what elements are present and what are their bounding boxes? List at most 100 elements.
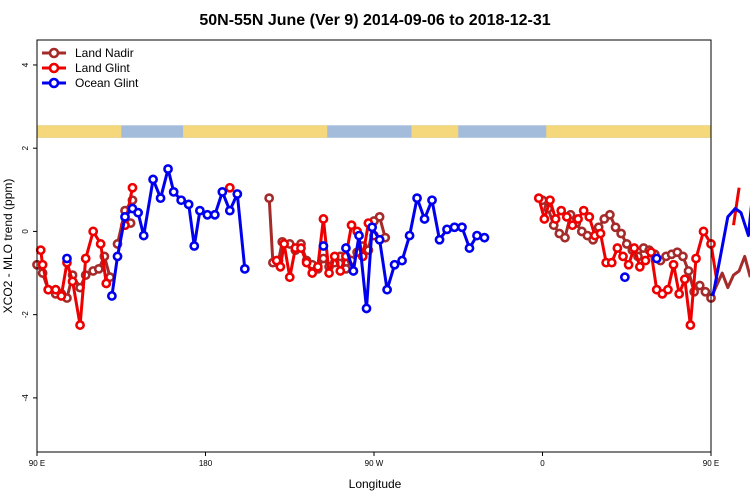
series-ocean-glint bbox=[62, 164, 750, 314]
data-point bbox=[610, 222, 621, 233]
data-point bbox=[567, 220, 578, 231]
data-point bbox=[678, 251, 688, 262]
data-point bbox=[95, 239, 106, 249]
legend-item: Ocean Glint bbox=[42, 76, 139, 90]
data-point bbox=[329, 251, 340, 262]
data-point bbox=[284, 272, 295, 283]
data-point bbox=[434, 234, 445, 245]
data-point bbox=[612, 243, 623, 253]
data-point bbox=[550, 214, 561, 224]
data-point bbox=[112, 251, 123, 262]
data-point bbox=[239, 263, 250, 274]
land-band-segment bbox=[183, 125, 328, 138]
data-point bbox=[224, 205, 235, 216]
data-point bbox=[35, 245, 46, 256]
data-point bbox=[264, 193, 275, 204]
y-axis: -4 -2 0 2 4 bbox=[21, 62, 37, 401]
data-point bbox=[561, 211, 572, 222]
y-tick-label: 4 bbox=[21, 62, 30, 67]
data-point bbox=[472, 230, 482, 241]
data-point bbox=[101, 278, 112, 289]
data-point bbox=[685, 320, 696, 330]
y-tick-label: -4 bbox=[21, 394, 30, 402]
data-point bbox=[634, 261, 645, 272]
data-point bbox=[442, 224, 452, 235]
data-point bbox=[623, 259, 634, 270]
series-land-glint bbox=[35, 182, 741, 330]
data-point bbox=[605, 209, 615, 220]
data-point bbox=[296, 243, 306, 253]
data-point bbox=[279, 239, 290, 249]
series-line bbox=[711, 204, 750, 297]
data-point bbox=[224, 182, 235, 193]
data-point bbox=[232, 189, 243, 199]
data-point bbox=[545, 195, 555, 206]
data-point bbox=[50, 284, 61, 295]
data-point bbox=[202, 209, 213, 220]
legend-marker bbox=[48, 77, 60, 89]
data-point bbox=[616, 228, 627, 239]
x-axis: 90 E 180 90 W 0 90 E bbox=[29, 452, 719, 468]
data-point bbox=[367, 222, 378, 233]
x-tick-label: 180 bbox=[199, 459, 213, 468]
data-point bbox=[341, 243, 351, 253]
legend-item: Land Nadir bbox=[42, 46, 134, 60]
data-point bbox=[464, 243, 475, 253]
data-point bbox=[189, 241, 200, 251]
data-point bbox=[183, 199, 194, 210]
data-point bbox=[301, 257, 312, 268]
data-point bbox=[694, 280, 705, 291]
data-point bbox=[404, 230, 415, 241]
y-axis-label: XCO2 - MLO trend (ppm) bbox=[1, 179, 15, 314]
data-point bbox=[389, 259, 400, 270]
data-point bbox=[449, 222, 460, 233]
data-point bbox=[138, 230, 149, 241]
plot-frame bbox=[36, 39, 712, 453]
data-point bbox=[307, 268, 318, 278]
legend-label: Land Glint bbox=[75, 61, 130, 75]
data-point bbox=[217, 186, 228, 197]
data-point bbox=[312, 261, 323, 272]
data-point bbox=[618, 251, 628, 262]
legend-item: Land Glint bbox=[42, 61, 130, 75]
data-point bbox=[168, 186, 179, 197]
data-point bbox=[560, 232, 570, 243]
data-point bbox=[56, 291, 67, 301]
data-point bbox=[533, 193, 544, 204]
data-point bbox=[148, 174, 158, 185]
data-point bbox=[374, 211, 385, 222]
data-point bbox=[43, 284, 54, 295]
land-band-segment bbox=[37, 125, 122, 138]
y-tick-label: 0 bbox=[21, 229, 30, 234]
land-ocean-band bbox=[37, 125, 711, 138]
data-point bbox=[412, 193, 422, 204]
data-point bbox=[127, 182, 138, 193]
data-point bbox=[163, 164, 173, 174]
x-axis-label: Longitude bbox=[349, 477, 402, 491]
data-point bbox=[67, 276, 78, 287]
data-point bbox=[75, 320, 85, 330]
land-band-segment bbox=[546, 125, 711, 138]
data-point bbox=[106, 291, 117, 301]
data-point bbox=[584, 211, 595, 222]
data-point bbox=[155, 193, 166, 204]
data-point bbox=[595, 228, 606, 239]
data-point bbox=[573, 214, 583, 224]
series-layer bbox=[32, 164, 750, 330]
data-point bbox=[539, 214, 550, 224]
data-point bbox=[606, 257, 617, 268]
x-tick-label: 90 W bbox=[365, 459, 384, 468]
data-point bbox=[683, 266, 694, 276]
data-point bbox=[397, 255, 407, 266]
data-point bbox=[619, 272, 630, 283]
chart-title: 50N-55N June (Ver 9) 2014-09-06 to 2018-… bbox=[199, 12, 550, 29]
data-point bbox=[651, 253, 662, 264]
land-band-segment bbox=[411, 125, 459, 138]
data-point bbox=[318, 214, 329, 224]
legend-marker bbox=[48, 47, 60, 59]
data-point bbox=[679, 274, 690, 285]
data-point bbox=[374, 234, 385, 245]
legend-label: Land Nadir bbox=[75, 46, 134, 60]
data-point bbox=[335, 266, 346, 276]
